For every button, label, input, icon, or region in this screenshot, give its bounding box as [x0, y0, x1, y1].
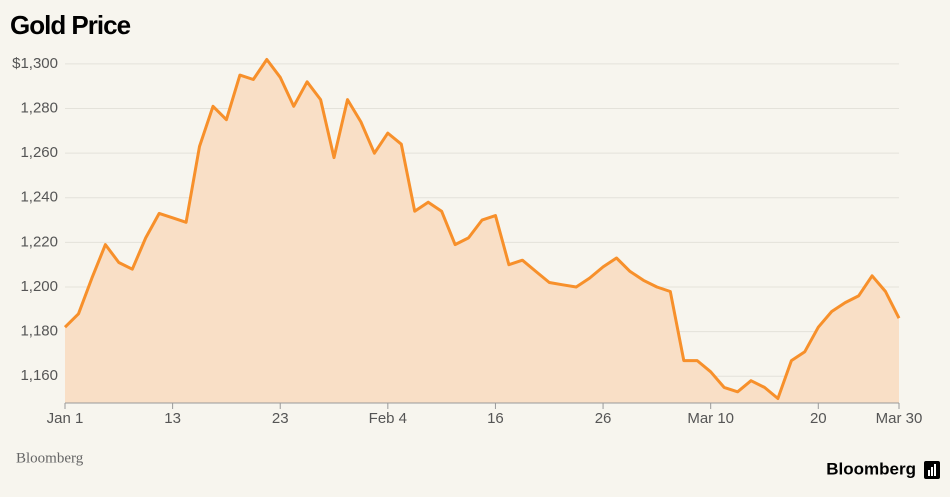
- x-tick-label: 16: [487, 410, 504, 427]
- x-tick-label: Jan 1: [47, 410, 84, 427]
- source: Bloomberg: [16, 450, 84, 466]
- x-tick-label: Feb 4: [369, 410, 407, 427]
- y-tick-label: 1,280: [20, 100, 58, 117]
- y-tick-label: 1,180: [20, 323, 58, 340]
- x-tick-label: Mar 30: [876, 410, 923, 427]
- y-tick-label: 1,220: [20, 233, 58, 250]
- x-tick-label: 20: [810, 410, 827, 427]
- line: [63, 58, 901, 400]
- area: [65, 59, 899, 403]
- x-tick-label: 23: [272, 410, 289, 427]
- y-tick-label: 1,160: [20, 367, 58, 384]
- x-tick-label: Mar 10: [687, 410, 734, 427]
- logo-text: Bloomberg: [826, 459, 916, 478]
- chart-title: Gold Price: [10, 10, 131, 40]
- logo-icon: [924, 461, 940, 479]
- y-tick-label: 1,200: [20, 278, 58, 295]
- y-tick-label: $1,300: [12, 55, 58, 72]
- x-tick-label: 26: [595, 410, 612, 427]
- y-tick-label: 1,260: [20, 144, 58, 161]
- x-tick-label: 13: [164, 410, 181, 427]
- y-tick-label: 1,240: [20, 189, 58, 206]
